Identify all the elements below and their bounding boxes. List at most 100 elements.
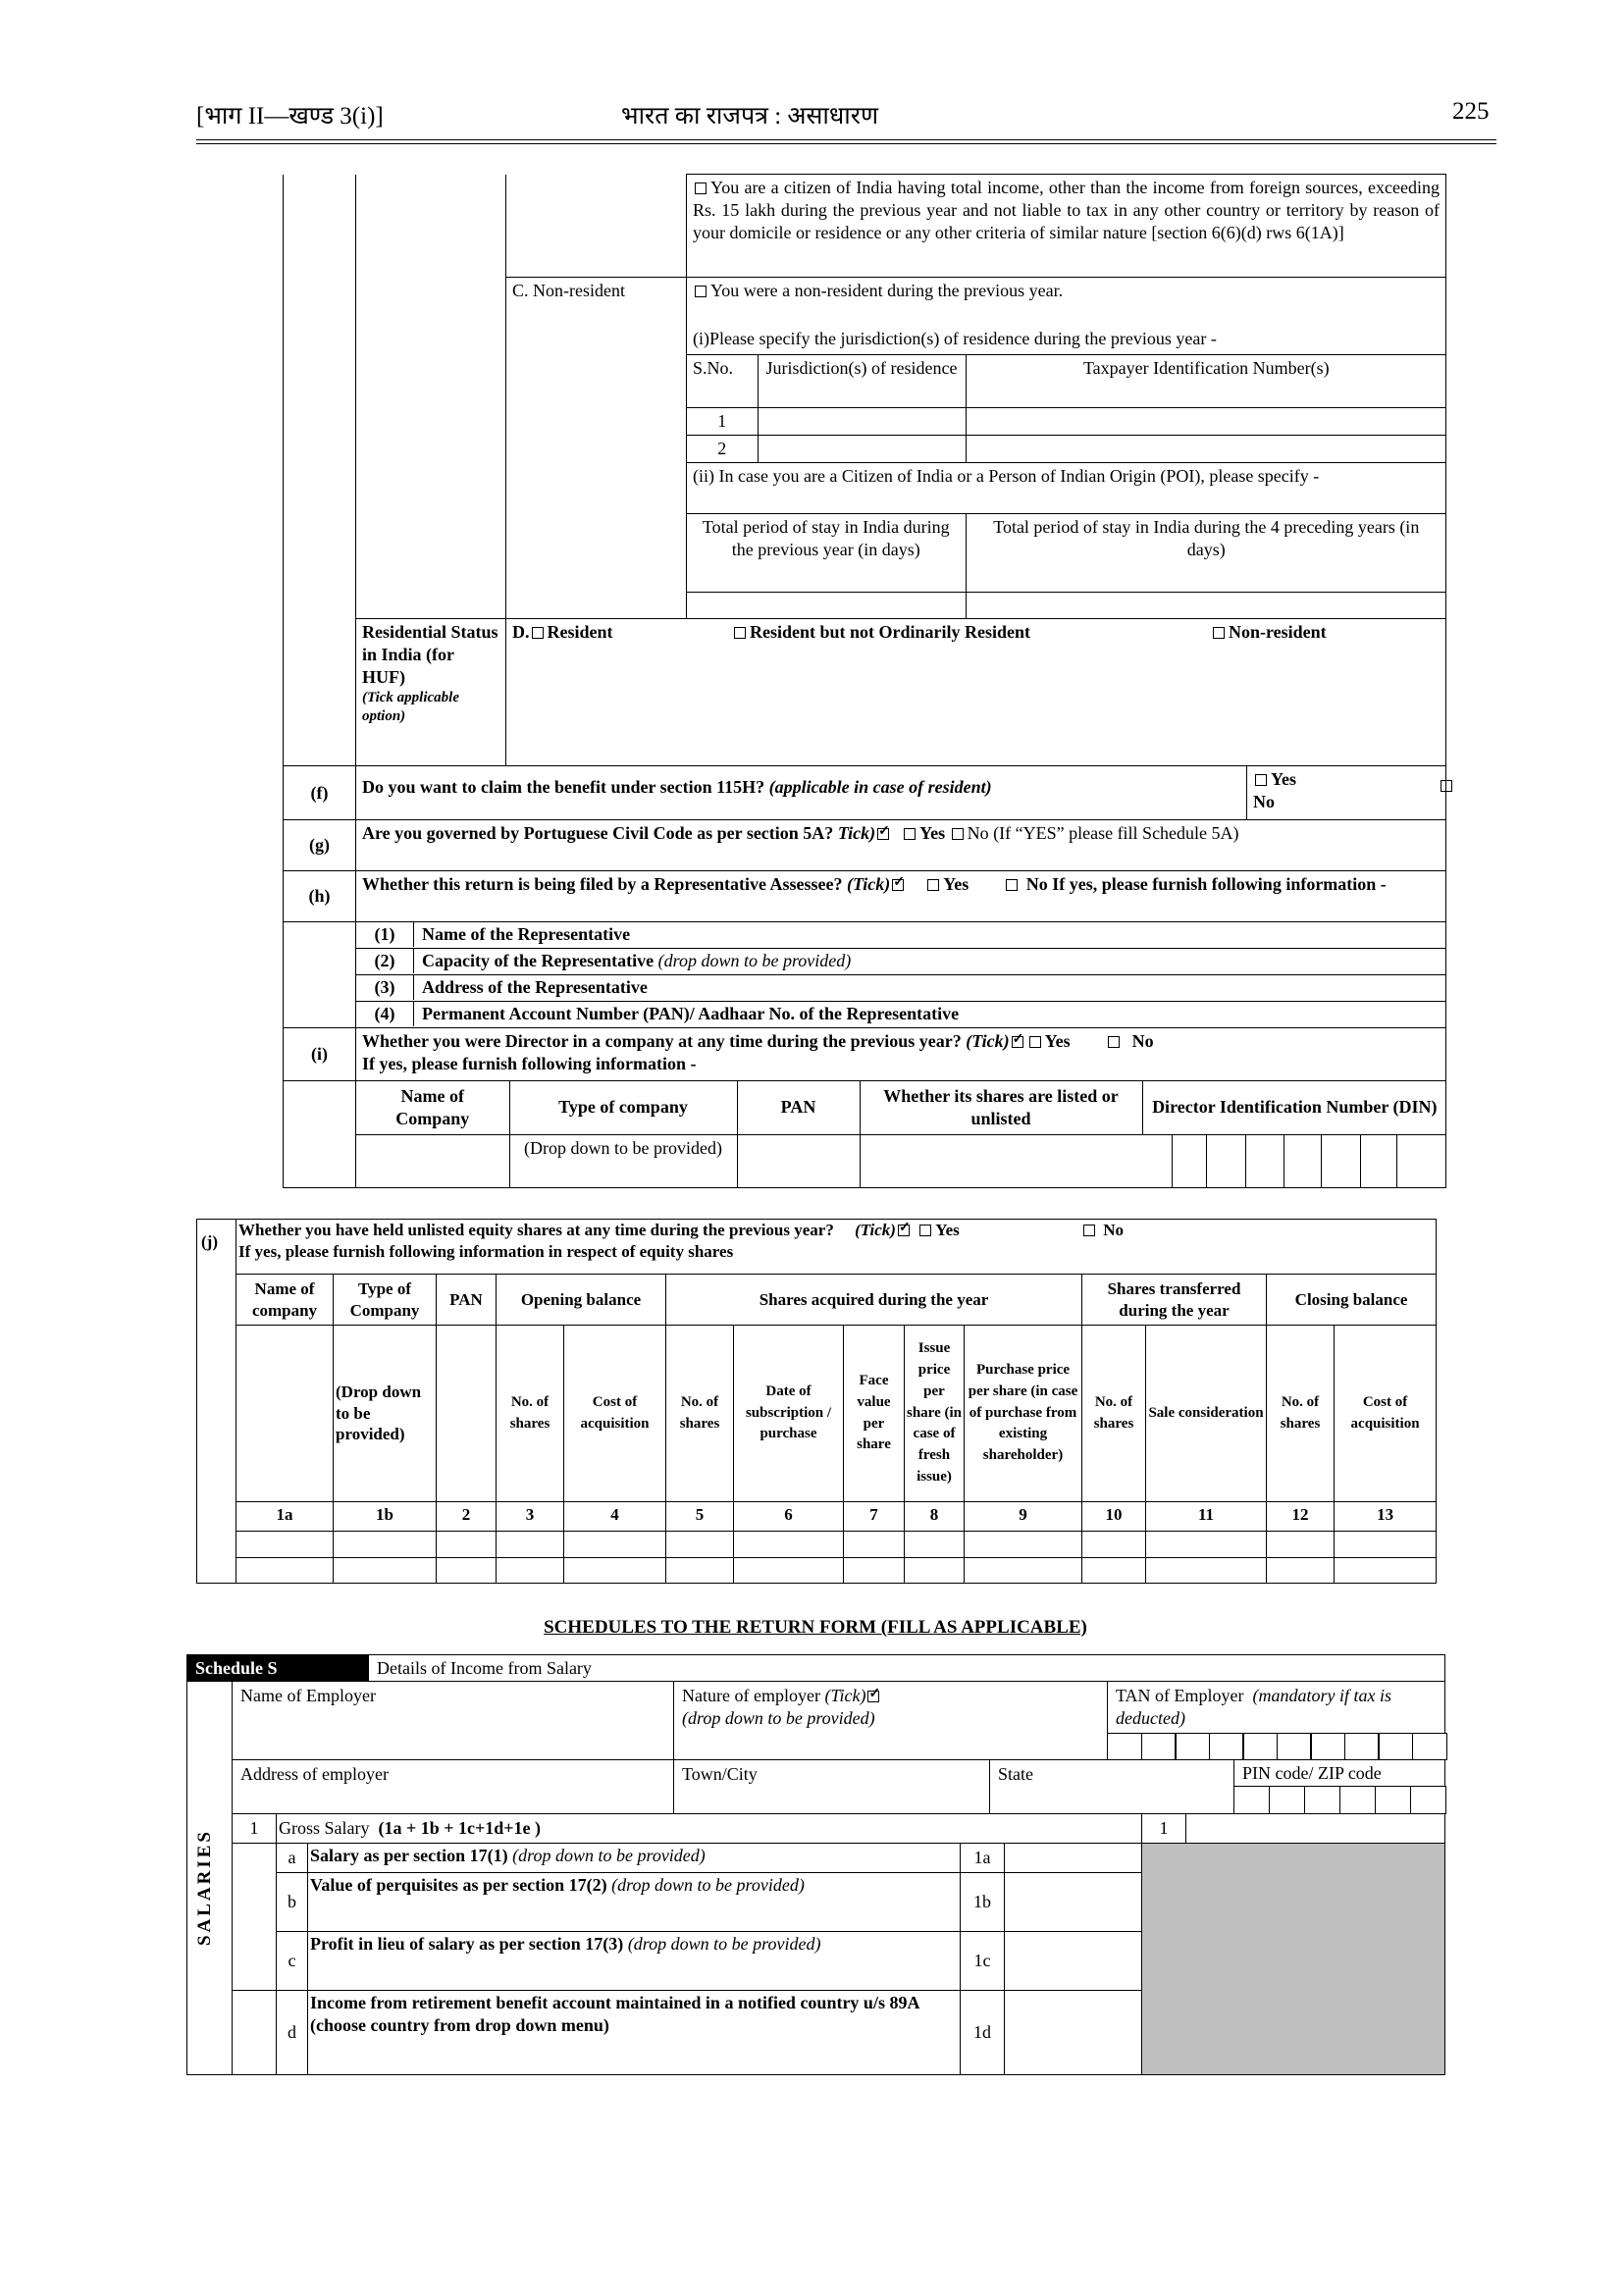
checkbox-icon[interactable]: [1213, 627, 1225, 640]
sub-header: No. of shares: [1081, 1325, 1146, 1502]
sub-header: Cost of acquisition: [563, 1325, 666, 1502]
checkbox-icon[interactable]: [695, 183, 707, 194]
din-box[interactable]: [1395, 1133, 1447, 1188]
item-letter: d: [276, 1990, 308, 2075]
tan-digit-box[interactable]: [1310, 1733, 1345, 1760]
tin-header: Taxpayer Identification Number(s): [965, 353, 1447, 408]
din-box[interactable]: [1359, 1133, 1397, 1188]
tan-digit-box[interactable]: [1378, 1733, 1413, 1760]
checkbox-checked-icon: [877, 823, 890, 841]
checkbox-icon[interactable]: [734, 627, 746, 640]
checkbox-icon[interactable]: [927, 879, 940, 892]
gross-salary-value[interactable]: [1185, 1813, 1445, 1844]
item-value-input[interactable]: [1004, 1843, 1142, 1873]
tan-digit-box[interactable]: [1242, 1733, 1278, 1760]
tan-digit-box[interactable]: [1175, 1733, 1210, 1760]
pin-digit-box[interactable]: [1375, 1786, 1411, 1814]
sno-cell: 1: [686, 406, 759, 436]
non-resident-label: C. Non-resident: [505, 276, 687, 620]
option-resident: Resident: [547, 622, 613, 643]
checkbox-icon[interactable]: [904, 828, 917, 841]
salary-item-label: Salary as per section 17(1) (drop down t…: [307, 1843, 961, 1873]
status-option-cell: [505, 174, 687, 278]
checkbox-icon[interactable]: [1083, 1225, 1096, 1236]
state-field[interactable]: State: [989, 1759, 1234, 1814]
checkbox-icon[interactable]: [1107, 1036, 1120, 1049]
tan-digit-box[interactable]: [1412, 1733, 1447, 1760]
item-value-input[interactable]: [1004, 1931, 1142, 1991]
tan-digit-box[interactable]: [1277, 1733, 1312, 1760]
company-type-dropdown[interactable]: (Drop down to be provided): [508, 1133, 738, 1188]
checkbox-icon[interactable]: [1255, 774, 1267, 787]
question-director: Whether you were Director in a company a…: [355, 1027, 1446, 1082]
checkbox-icon[interactable]: [1028, 1036, 1041, 1049]
checkbox-icon[interactable]: [951, 828, 964, 841]
tan-label: TAN of Employer (mandatory if tax is ded…: [1107, 1681, 1445, 1734]
tan-digit-box[interactable]: [1141, 1733, 1177, 1760]
stay-preceding-years-input[interactable]: [965, 591, 1447, 619]
tan-digit-box[interactable]: [1107, 1733, 1142, 1760]
din-box[interactable]: [1171, 1133, 1207, 1188]
checkbox-icon[interactable]: [919, 1225, 932, 1236]
tan-digit-box[interactable]: [1344, 1733, 1380, 1760]
din-box[interactable]: [1244, 1133, 1284, 1188]
employer-address-field[interactable]: Address of employer: [232, 1759, 674, 1814]
checkbox-icon[interactable]: [1006, 879, 1019, 892]
item-code: 1d: [960, 1990, 1005, 2075]
tin-input[interactable]: [965, 406, 1447, 436]
checkbox-icon[interactable]: [531, 627, 544, 640]
din-box[interactable]: [1205, 1133, 1246, 1188]
pin-digit-box[interactable]: [1233, 1786, 1270, 1814]
sno-header: S.No.: [686, 353, 759, 408]
din-box[interactable]: [1283, 1133, 1322, 1188]
stay-previous-year-header: Total period of stay in India during the…: [686, 512, 967, 593]
item-letter: a: [276, 1843, 308, 1873]
jurisdiction-input[interactable]: [757, 406, 967, 436]
checkbox-icon[interactable]: [1440, 780, 1452, 793]
item-letter: b: [276, 1872, 308, 1932]
employer-name-field[interactable]: Name of Employer: [232, 1681, 674, 1760]
checkbox-checked-icon: [892, 874, 905, 892]
pin-digit-box[interactable]: [1410, 1786, 1446, 1814]
tin-input[interactable]: [965, 434, 1447, 463]
company-name-input[interactable]: [355, 1133, 510, 1188]
employer-nature-field[interactable]: Nature of employer (Tick) (drop down to …: [673, 1681, 1108, 1760]
question-representative: Whether this return is being filed by a …: [355, 870, 1446, 923]
item-letter: c: [276, 1931, 308, 1991]
huf-status-label: Residential Status in India (for HUF) (T…: [355, 618, 506, 767]
sno-cell: 2: [686, 434, 759, 463]
director-header-company: Name of Company: [355, 1080, 510, 1135]
salary-item-label: Value of perquisites as per section 17(2…: [307, 1872, 961, 1932]
header-rule: [196, 139, 1496, 140]
pin-digit-box[interactable]: [1339, 1786, 1376, 1814]
town-city-field[interactable]: Town/City: [673, 1759, 990, 1814]
tan-digit-box[interactable]: [1209, 1733, 1244, 1760]
checkbox-icon[interactable]: [695, 286, 707, 297]
rep-item-name: (1) Name of the Representative: [355, 921, 1446, 950]
sub-header: Face value per share: [843, 1325, 905, 1502]
listed-status-input[interactable]: [859, 1133, 1173, 1188]
stay-previous-year-input[interactable]: [686, 591, 967, 619]
huf-status-options: D. Resident Resident but not Ordinarily R…: [505, 618, 1446, 767]
question-unlisted-equity: Whether you have held unlisted equity sh…: [235, 1219, 1438, 1275]
greyed-area: [1141, 1843, 1445, 2075]
non-resident-section: You were a non-resident during the previ…: [686, 276, 1447, 620]
item-code: 1b: [960, 1872, 1005, 1932]
item-value-input[interactable]: [1004, 1872, 1142, 1932]
item-value-input[interactable]: [1004, 1990, 1142, 2075]
jurisdiction-input[interactable]: [757, 434, 967, 463]
question-number: (f): [283, 765, 356, 821]
option-rnor: Resident but not Ordinarily Resident: [750, 622, 1031, 643]
sub-header: No. of shares: [1266, 1325, 1335, 1502]
question-number: (g): [283, 819, 356, 872]
table-row: [197, 1557, 1438, 1584]
pin-digit-box[interactable]: [1304, 1786, 1340, 1814]
poi-prompt: (ii) In case you are a Citizen of India …: [686, 461, 1447, 514]
din-box[interactable]: [1320, 1133, 1361, 1188]
salary-item-label: Income from retirement benefit account m…: [307, 1990, 961, 2075]
gross-salary-label: Gross Salary (1a + 1b + 1c+1d+1e ): [276, 1813, 1142, 1844]
schedule-s: Schedule S Details of Income from Salary…: [186, 1654, 1447, 2075]
pin-digit-box[interactable]: [1269, 1786, 1305, 1814]
pan-input[interactable]: [736, 1133, 861, 1188]
pin-label: PIN code/ ZIP code: [1233, 1759, 1445, 1787]
